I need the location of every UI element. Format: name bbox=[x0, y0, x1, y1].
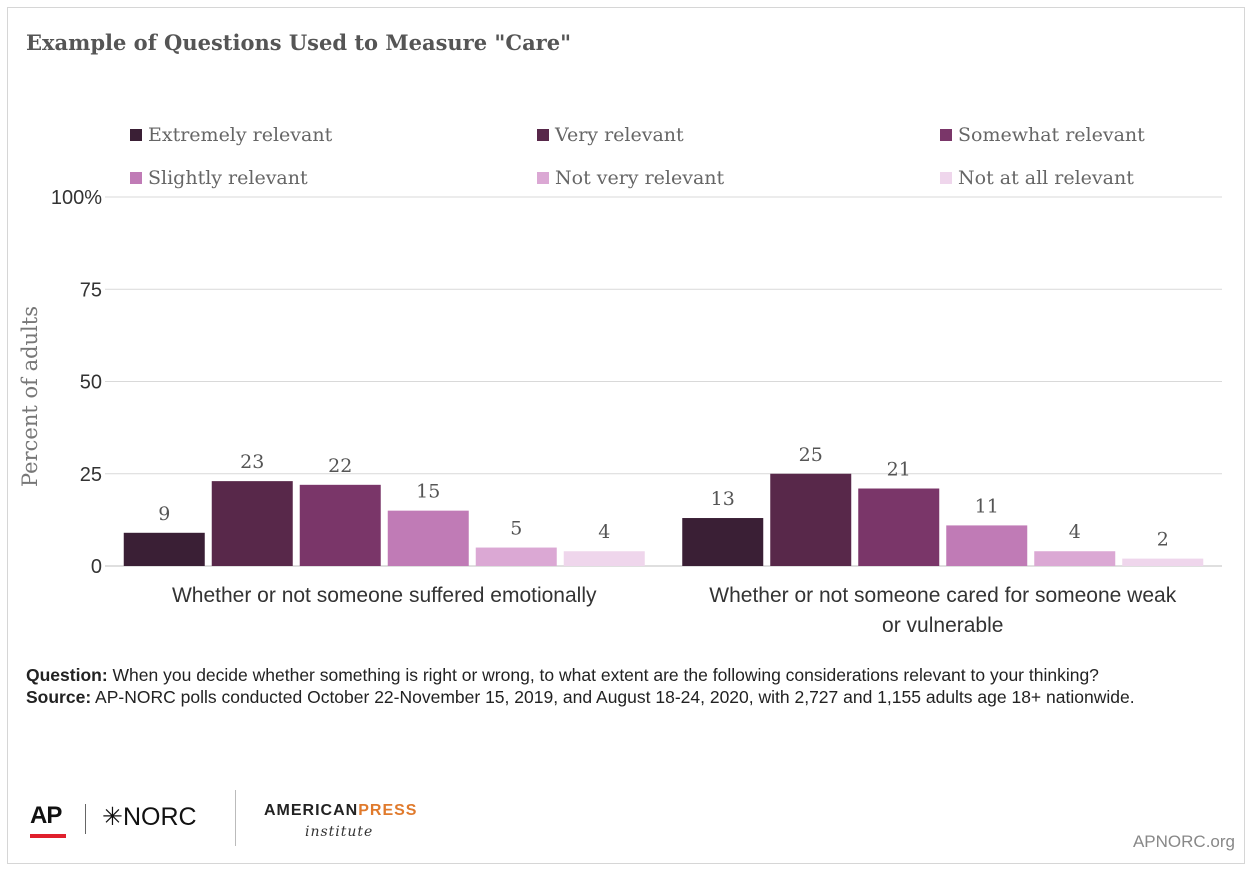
y-tick-label: 25 bbox=[80, 464, 102, 486]
source-note: Source: AP-NORC polls conducted October … bbox=[26, 686, 1216, 708]
data-label: 9 bbox=[158, 503, 170, 525]
data-label: 21 bbox=[887, 459, 911, 481]
legend-label: Not at all relevant bbox=[958, 167, 1134, 189]
question-label: Question: bbox=[26, 665, 108, 685]
bar bbox=[123, 532, 205, 566]
ap-logo-underline bbox=[30, 834, 66, 838]
data-label: 4 bbox=[1069, 521, 1081, 543]
bar bbox=[858, 488, 940, 566]
api-logo-american: AMERICAN bbox=[264, 802, 359, 819]
logo-divider bbox=[235, 790, 236, 846]
x-category-label: Whether or not someone cared for someone… bbox=[709, 584, 1176, 607]
api-logo-press: PRESS bbox=[358, 802, 418, 819]
bar bbox=[770, 473, 852, 566]
data-label: 2 bbox=[1157, 529, 1169, 551]
bar bbox=[1122, 558, 1204, 566]
data-label: 4 bbox=[598, 521, 610, 543]
data-label: 15 bbox=[416, 481, 440, 503]
source-label: Source: bbox=[26, 687, 92, 707]
bar bbox=[475, 547, 557, 566]
legend-swatch bbox=[130, 129, 142, 141]
data-label: 23 bbox=[240, 451, 264, 473]
norc-logo: ✳NORC bbox=[102, 803, 197, 831]
data-label: 25 bbox=[799, 444, 823, 466]
bar bbox=[682, 518, 764, 566]
data-label: 11 bbox=[975, 495, 999, 517]
y-tick-label: 75 bbox=[80, 279, 102, 301]
api-logo-institute: institute bbox=[305, 824, 374, 840]
bar bbox=[211, 481, 293, 566]
y-tick-label: 100% bbox=[51, 187, 102, 209]
legend-item: Somewhat relevant bbox=[940, 124, 1145, 146]
question-text: When you decide whether something is rig… bbox=[107, 665, 1099, 685]
legend-label: Not very relevant bbox=[555, 167, 725, 189]
logo-strip: AP ✳NORC AMERICANPRESS institute bbox=[30, 790, 450, 850]
data-label: 13 bbox=[711, 488, 735, 510]
legend-swatch bbox=[537, 129, 549, 141]
x-category-label: or vulnerable bbox=[882, 614, 1003, 637]
ap-logo: AP bbox=[30, 802, 62, 829]
legend-swatch bbox=[940, 129, 952, 141]
legend-swatch bbox=[940, 172, 952, 184]
legend-item: Not very relevant bbox=[537, 167, 724, 189]
legend-swatch bbox=[537, 172, 549, 184]
source-text: AP-NORC polls conducted October 22-Novem… bbox=[91, 687, 1135, 707]
bar bbox=[946, 525, 1028, 566]
legend-label: Slightly relevant bbox=[148, 167, 308, 189]
legend-item: Very relevant bbox=[537, 124, 684, 146]
chart-notes: Question: When you decide whether someth… bbox=[26, 664, 1216, 708]
legend-label: Extremely relevant bbox=[148, 124, 333, 146]
bar bbox=[299, 484, 381, 566]
bar bbox=[387, 510, 469, 566]
legend-label: Very relevant bbox=[555, 124, 684, 146]
site-url: APNORC.org bbox=[1132, 832, 1235, 851]
y-axis-label: Percent of adults bbox=[18, 306, 42, 487]
bar bbox=[563, 551, 645, 566]
y-tick-label: 0 bbox=[91, 556, 102, 578]
question-note: Question: When you decide whether someth… bbox=[26, 664, 1216, 686]
api-logo: AMERICANPRESS bbox=[264, 802, 417, 820]
legend-swatch bbox=[130, 172, 142, 184]
data-label: 22 bbox=[328, 455, 352, 477]
y-tick-label: 50 bbox=[80, 372, 102, 394]
chart-frame bbox=[7, 7, 1245, 864]
legend-item: Not at all relevant bbox=[940, 167, 1134, 189]
legend-label: Somewhat relevant bbox=[958, 124, 1145, 146]
x-category-label: Whether or not someone suffered emotiona… bbox=[172, 584, 597, 607]
bar bbox=[1034, 551, 1116, 566]
data-label: 5 bbox=[510, 518, 522, 540]
legend-item: Extremely relevant bbox=[130, 124, 332, 146]
logo-divider bbox=[85, 804, 86, 834]
bar-chart: 0 25 50 75 100% Percent of adults 9 23 22 15 5 4 Whe… bbox=[18, 187, 1222, 637]
legend-item: Slightly relevant bbox=[130, 167, 308, 189]
chart-title: Example of Questions Used to Measure "Ca… bbox=[26, 30, 572, 55]
